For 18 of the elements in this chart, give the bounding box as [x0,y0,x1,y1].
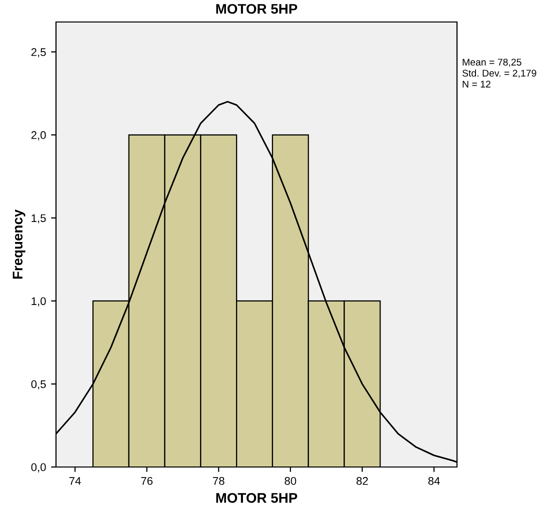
x-tick-label: 84 [428,477,440,485]
x-axis-title: MOTOR 5HP [216,493,298,503]
text: Mean = 78,25 [462,58,522,67]
y-tick-label: 2,0 [31,131,46,140]
x-tick-label: 80 [284,477,296,485]
y-axis-title: Frequency [12,209,26,279]
y-tick-label: 2,5 [31,48,46,58]
y-tick-label: 1,0 [32,297,46,306]
x-tick-label: 78 [213,477,224,485]
y-tick-label: 0,5 [31,380,46,390]
y-tick-label: 1,5 [32,214,46,224]
x-tick-label: 76 [141,477,153,485]
text: Std. Dev. = 2,179 [462,69,536,78]
text: N = 12 [462,80,490,88]
x-tick-label: 74 [69,477,81,485]
chart-title: MOTOR 5HP [216,4,298,14]
y-tick-label: 0,0 [31,463,46,472]
x-tick-label: 82 [356,477,368,485]
